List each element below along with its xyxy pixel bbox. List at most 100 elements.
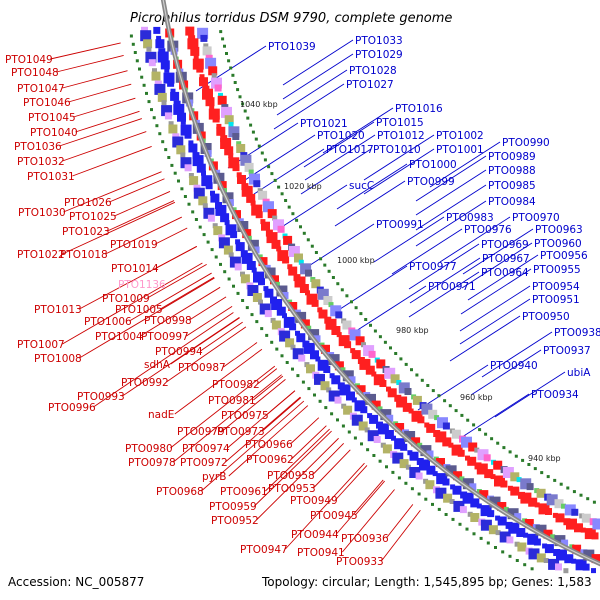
- gene-feature: [298, 259, 304, 265]
- gene-feature: [582, 563, 590, 571]
- ring-tick-dot: [508, 554, 512, 558]
- connector-neg-41: [173, 374, 282, 463]
- gene-feature: [489, 496, 501, 508]
- tick-960: 960 kbp: [460, 393, 493, 402]
- gene-feature: [300, 263, 312, 275]
- label-neg-28: PTO0987: [178, 362, 226, 374]
- ring-tick-dot: [313, 393, 316, 397]
- connector-pos-15: [336, 163, 408, 210]
- ring-tick-dot: [210, 248, 214, 252]
- gene-feature: [359, 358, 371, 370]
- gene-feature: [384, 430, 394, 439]
- connector-neg-33: [93, 312, 234, 408]
- ring-tick-dot: [273, 178, 277, 182]
- gene-feature: [143, 39, 153, 49]
- connector-neg-30: [257, 368, 278, 385]
- gene-feature: [221, 106, 232, 118]
- connector-pos-36: [459, 298, 531, 345]
- ring-tick-dot: [417, 492, 421, 496]
- ring-tick-dot: [198, 225, 202, 229]
- gene-feature: [241, 185, 253, 197]
- label-neg-15: PTO1014: [111, 263, 159, 275]
- ring-tick-dot: [306, 238, 310, 242]
- label-pos-38: PTO0938: [554, 327, 600, 339]
- gene-feature: [395, 423, 405, 432]
- gene-feature: [259, 303, 271, 315]
- gene-feature: [180, 157, 192, 169]
- label-neg-43: PTO0962: [246, 454, 294, 466]
- gene-feature: [154, 83, 166, 95]
- connector-pos-12: [300, 148, 372, 195]
- label-neg-0: PTO1049: [5, 54, 53, 66]
- gene-feature: [459, 476, 465, 482]
- label-pos-33: PTO0955: [533, 264, 581, 276]
- label-pos-20: PTO0985: [488, 180, 536, 192]
- gene-feature: [543, 558, 549, 563]
- connector-pos-13: [363, 148, 435, 195]
- label-neg-37: PTO0973: [217, 426, 265, 438]
- gene-feature: [516, 477, 522, 483]
- gene-feature: [462, 492, 474, 504]
- gene-feature: [448, 442, 454, 448]
- gene-feature: [257, 254, 263, 260]
- ring-tick-dot: [145, 91, 148, 95]
- gene-feature: [490, 474, 496, 480]
- gene-feature: [390, 374, 400, 384]
- connector-neg-37: [262, 397, 302, 432]
- gene-feature: [193, 187, 205, 199]
- ring-tick-dot: [277, 185, 281, 189]
- gene-feature: [205, 57, 217, 69]
- connector-neg-13: [155, 227, 188, 245]
- ring-tick-dot: [331, 276, 335, 279]
- ring-tick-dot: [496, 441, 500, 445]
- ring-tick-dot: [420, 378, 424, 382]
- connector-neg-43: [291, 425, 327, 460]
- gene-feature: [344, 341, 352, 349]
- label-pos-7: PTO1015: [376, 117, 424, 129]
- gene-feature: [371, 371, 377, 377]
- gene-feature: [210, 190, 215, 196]
- gene-feature: [299, 284, 309, 293]
- ring-tick-dot: [243, 109, 247, 113]
- label-neg-9: PTO1026: [64, 197, 112, 209]
- label-pos-24: PTO0991: [376, 219, 424, 231]
- label-connector-lines: [50, 39, 566, 562]
- gene-feature: [310, 350, 319, 360]
- gene-feature: [236, 172, 242, 178]
- gene-feature: [288, 302, 298, 311]
- ring-tick-dot: [515, 559, 519, 562]
- label-neg-49: PTO0959: [209, 501, 257, 513]
- gene-feature: [258, 257, 268, 267]
- ring-tick-dot: [270, 172, 274, 176]
- label-neg-31: PTO0993: [77, 391, 125, 403]
- ring-tick-dot: [426, 384, 430, 387]
- gene-feature: [592, 518, 600, 530]
- ring-tick-dot: [444, 513, 448, 516]
- connector-neg-9: [109, 178, 165, 203]
- connector-neg-16: [105, 216, 183, 255]
- gene-feature: [257, 188, 263, 194]
- gene-feature: [279, 330, 291, 342]
- label-neg-17: PTO1009: [102, 293, 150, 305]
- gene-feature: [163, 72, 175, 84]
- gene-feature: [392, 452, 404, 464]
- connector-neg-1: [56, 55, 124, 73]
- gene-feature: [387, 388, 397, 398]
- label-neg-11: PTO1025: [69, 211, 117, 223]
- gene-feature: [552, 512, 558, 518]
- gene-feature: [232, 133, 240, 140]
- gene-feature: [331, 326, 341, 335]
- gene-feature: [544, 544, 554, 554]
- gene-feature: [173, 103, 185, 115]
- gene-feature: [453, 471, 463, 481]
- gene-feature: [283, 316, 295, 328]
- gene-feature: [343, 405, 353, 415]
- gene-feature: [536, 488, 546, 498]
- ring-tick-dot: [285, 361, 289, 364]
- connector-neg-45: [312, 443, 345, 476]
- ring-tick-dot: [177, 179, 180, 183]
- gene-feature: [542, 543, 548, 549]
- gene-feature: [436, 458, 445, 467]
- ring-tick-dot: [267, 165, 271, 169]
